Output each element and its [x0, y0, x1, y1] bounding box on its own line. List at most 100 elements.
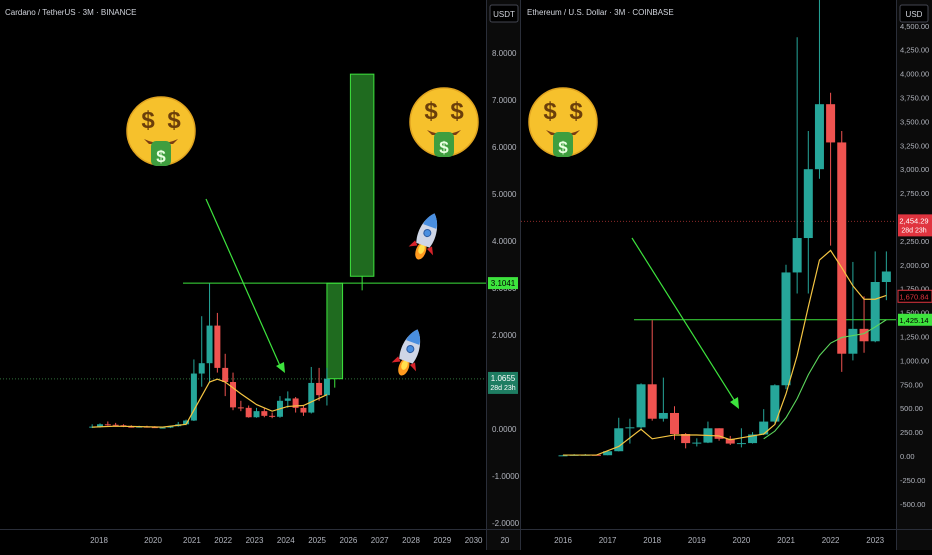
candle[interactable]: [692, 442, 702, 444]
money-face-icon: [528, 87, 598, 158]
right-chart-plot[interactable]: [521, 0, 896, 457]
candle[interactable]: [636, 384, 646, 428]
candle[interactable]: [658, 412, 668, 419]
countdown-label: 28d 23h: [490, 385, 515, 392]
candle[interactable]: [736, 443, 746, 445]
candle[interactable]: [558, 455, 568, 457]
candle[interactable]: [104, 424, 111, 426]
candle[interactable]: [770, 385, 780, 422]
candle[interactable]: [269, 415, 276, 417]
left-price-scale[interactable]: [486, 0, 520, 550]
candle[interactable]: [316, 382, 323, 396]
candle[interactable]: [603, 451, 613, 456]
right-x-tick-label: 2021: [777, 536, 795, 545]
left-y-tick-label: 6.0000: [492, 143, 517, 152]
right-y-tick-label: -500.00: [900, 500, 925, 509]
left-x-tick-label: 2018: [90, 536, 108, 545]
candle[interactable]: [230, 382, 237, 408]
right-y-tick-label: 3,000.00: [900, 165, 929, 174]
candle[interactable]: [814, 104, 824, 170]
candle[interactable]: [237, 407, 244, 409]
candle[interactable]: [881, 271, 891, 283]
candle[interactable]: [323, 378, 330, 396]
candle[interactable]: [837, 142, 847, 354]
candle[interactable]: [253, 411, 260, 418]
left-y-tick-label: 4.0000: [492, 237, 517, 246]
countdown-label: 28d 23h: [901, 227, 926, 234]
candle[interactable]: [198, 363, 205, 374]
left-x-tick-label: 2026: [340, 536, 358, 545]
projection-box[interactable]: [326, 282, 344, 380]
right-y-tick-label: 2,750.00: [900, 189, 929, 198]
candle[interactable]: [714, 428, 724, 439]
right-y-tick-label: 1,500.00: [900, 309, 929, 318]
candle[interactable]: [308, 382, 315, 413]
candle[interactable]: [781, 272, 791, 386]
right-y-tick-label: 3,250.00: [900, 141, 929, 150]
current-price-tag: [898, 214, 932, 237]
right-y-tick-label: 3,500.00: [900, 117, 929, 126]
projection-box[interactable]: [349, 73, 375, 277]
candle[interactable]: [647, 384, 657, 419]
candle[interactable]: [284, 398, 291, 401]
left-chart-plot[interactable]: [0, 73, 486, 429]
money-face-icon: [126, 96, 196, 167]
left-x-tick-label: 2027: [371, 536, 389, 545]
left-symbol-header[interactable]: Cardano / TetherUS · 3M · BINANCE: [5, 8, 136, 17]
left-currency-label: USDT: [493, 10, 515, 19]
candle[interactable]: [803, 169, 813, 239]
candle[interactable]: [159, 427, 166, 429]
candle[interactable]: [614, 428, 624, 452]
candle[interactable]: [759, 421, 769, 435]
candle[interactable]: [151, 427, 158, 429]
candle[interactable]: [826, 104, 836, 143]
candle[interactable]: [625, 427, 635, 429]
right-y-tick-label: 250.00: [900, 428, 923, 437]
left-y-tick-label: -1.0000: [492, 472, 520, 481]
candle[interactable]: [725, 438, 735, 444]
current-price-label: 2,454.29: [899, 216, 928, 225]
candle[interactable]: [261, 411, 268, 416]
candle[interactable]: [792, 238, 802, 273]
candle[interactable]: [292, 398, 299, 408]
left-y-tick-label: 5.0000: [492, 190, 517, 199]
left-x-tick-label: 2025: [308, 536, 326, 545]
right-price-scale[interactable]: [897, 0, 932, 550]
right-y-tick-label: 4,500.00: [900, 22, 929, 31]
candle[interactable]: [190, 373, 197, 421]
candle[interactable]: [300, 407, 307, 413]
right-currency-button[interactable]: [899, 4, 929, 23]
left-currency-button[interactable]: [489, 4, 519, 23]
left-y-tick-label: 0.0000: [492, 425, 517, 434]
current-price-tag: [488, 371, 518, 394]
right-x-tick-label: 2020: [733, 536, 751, 545]
candle[interactable]: [183, 420, 190, 425]
candle[interactable]: [848, 328, 858, 354]
right-axis-labels: 4,500.00 4,250.00 4,000.00 3,750.00 3,500.00…: [554, 22, 932, 545]
right-y-tick-label: 1,750.00: [900, 285, 929, 294]
candle[interactable]: [112, 424, 119, 426]
candle[interactable]: [214, 325, 221, 368]
left-x-tick-label: 2022: [214, 536, 232, 545]
left-axis-labels: 8.00007.00006.00005.00004.00003.00002.00…: [90, 49, 520, 545]
right-currency-label: USD: [906, 10, 923, 19]
left-x-tick-label: 2023: [246, 536, 264, 545]
right-symbol-header[interactable]: Ethereum / U.S. Dollar · 3M · COINBASE: [527, 8, 674, 17]
candle[interactable]: [748, 434, 758, 444]
candle[interactable]: [206, 325, 213, 364]
candle[interactable]: [222, 367, 229, 382]
left-x-tick-label: 2028: [402, 536, 420, 545]
candle[interactable]: [97, 424, 103, 427]
candle[interactable]: [167, 426, 174, 428]
ma-price-label: 1,670.84: [899, 292, 928, 301]
candle[interactable]: [245, 407, 252, 418]
candle[interactable]: [128, 426, 135, 428]
candle[interactable]: [681, 434, 691, 444]
moving-average-line: [563, 249, 887, 456]
candle[interactable]: [89, 426, 96, 428]
candle[interactable]: [870, 282, 880, 342]
candle[interactable]: [670, 412, 679, 435]
left-y-tick-label: -2.0000: [492, 519, 520, 528]
candle[interactable]: [859, 328, 869, 342]
